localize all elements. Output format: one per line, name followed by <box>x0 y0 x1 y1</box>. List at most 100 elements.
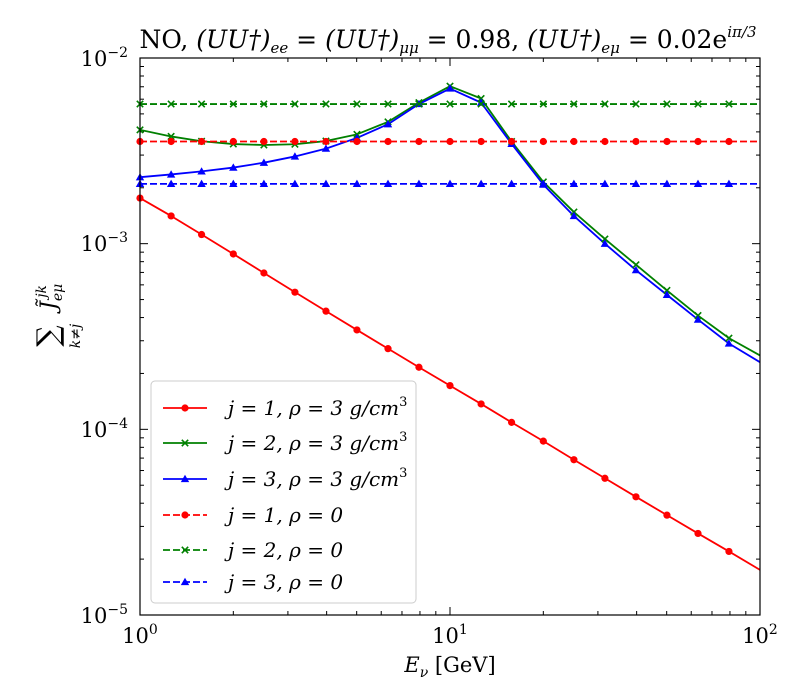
x-tick-label-1: 101 <box>432 622 468 648</box>
data-point-3-16 <box>632 137 640 146</box>
legend-label-4: j = 2, ρ = 0 <box>224 538 343 562</box>
data-point-4-2 <box>197 100 206 108</box>
data-point-1-16 <box>632 260 640 269</box>
y-axis-label: ∑ k≠j J̃eμjk <box>31 284 84 349</box>
y-tick-label-3: 10−2 <box>81 45 128 71</box>
svg-text:∑: ∑ <box>31 325 66 347</box>
data-point-5-8 <box>383 179 393 187</box>
chart-title: NO, (UU†)ee = (UU†)μμ = 0.98, (UU†)eμ = … <box>139 23 756 57</box>
data-point-2-1 <box>166 170 176 178</box>
data-point-2-18 <box>693 315 703 323</box>
data-point-0-2 <box>197 230 206 239</box>
data-point-5-2 <box>197 179 206 187</box>
data-point-2-10 <box>445 84 455 92</box>
data-point-0-14 <box>570 456 578 464</box>
data-point-0-4 <box>260 269 268 277</box>
data-point-4-5 <box>291 100 299 108</box>
data-point-3-5 <box>291 137 299 146</box>
axis-ticks <box>139 58 760 616</box>
data-point-5-3 <box>229 179 238 187</box>
data-point-5-6 <box>321 179 331 187</box>
data-point-5-15 <box>600 179 610 187</box>
data-point-5-7 <box>352 179 362 187</box>
legend-marker-0 <box>181 404 189 412</box>
data-point-3-3 <box>229 137 237 146</box>
data-point-2-16 <box>631 265 641 274</box>
data-point-4-1 <box>167 100 175 108</box>
data-point-0-13 <box>539 437 547 445</box>
x-tick-label-0: 100 <box>122 622 158 648</box>
data-point-4-10 <box>446 100 454 108</box>
data-point-4-3 <box>229 100 238 108</box>
legend-marker-2 <box>180 474 190 483</box>
legend-marker-5 <box>180 577 190 586</box>
data-point-0-7 <box>353 326 361 334</box>
y-tick-label-2: 10−3 <box>81 230 128 256</box>
data-point-0-3 <box>229 250 237 258</box>
data-point-5-9 <box>414 179 424 187</box>
data-point-3-7 <box>353 137 361 146</box>
data-point-5-16 <box>631 179 641 187</box>
data-point-0-10 <box>446 382 454 390</box>
data-point-4-7 <box>353 100 361 108</box>
legend-label-2: j = 3, ρ = 3 g/cm3 <box>224 466 407 491</box>
data-point-0-18 <box>694 529 702 538</box>
data-point-5-17 <box>662 179 672 187</box>
legend-box <box>150 380 417 604</box>
data-point-5-10 <box>445 179 455 187</box>
legend-marker-4 <box>181 546 189 554</box>
data-point-2-6 <box>321 144 331 152</box>
data-point-3-14 <box>570 137 578 146</box>
markers-layer <box>135 82 734 556</box>
data-point-5-12 <box>507 179 516 187</box>
legend-label-0: j = 1, ρ = 3 g/cm3 <box>224 395 407 420</box>
data-point-2-15 <box>600 239 610 247</box>
data-point-4-9 <box>415 100 423 108</box>
data-point-0-11 <box>477 400 485 408</box>
data-point-0-15 <box>601 474 609 482</box>
data-point-4-13 <box>539 100 548 108</box>
data-point-4-4 <box>260 100 268 108</box>
data-point-3-8 <box>384 137 392 146</box>
data-point-2-4 <box>259 158 269 166</box>
data-point-3-18 <box>694 137 702 146</box>
data-point-0-8 <box>384 345 392 353</box>
legend-label-3: j = 1, ρ = 0 <box>224 503 343 527</box>
data-point-4-16 <box>632 100 640 108</box>
data-point-1-17 <box>663 286 671 295</box>
data-point-5-11 <box>476 179 486 187</box>
data-point-2-11 <box>476 98 486 106</box>
data-point-3-6 <box>322 137 330 146</box>
data-point-2-3 <box>229 163 238 171</box>
data-point-3-1 <box>167 137 175 146</box>
data-point-4-19 <box>725 100 733 108</box>
data-point-4-15 <box>601 100 609 108</box>
data-point-5-13 <box>539 179 548 187</box>
data-point-3-2 <box>197 137 206 146</box>
data-point-1-1 <box>167 132 175 141</box>
x-tick-label-2: 102 <box>742 622 778 648</box>
data-point-5-5 <box>290 179 300 187</box>
data-point-2-8 <box>383 119 393 128</box>
data-point-0-9 <box>415 363 423 371</box>
data-point-5-19 <box>724 179 734 187</box>
data-point-3-12 <box>507 137 516 146</box>
data-point-0-16 <box>632 493 640 501</box>
y-tick-label-1: 10−4 <box>81 416 128 442</box>
data-point-0-1 <box>167 212 175 220</box>
data-point-4-6 <box>322 100 330 108</box>
data-point-1-15 <box>601 235 609 243</box>
svg-text:J̃eμjk: J̃eμjk <box>34 284 66 314</box>
data-point-4-18 <box>694 100 702 108</box>
data-point-2-5 <box>290 152 300 160</box>
legend: j = 1, ρ = 3 g/cm3 j = 2, ρ = 3 g/cm3 j … <box>150 380 417 604</box>
data-point-0-19 <box>725 547 733 556</box>
y-tick-label-0: 10−5 <box>81 602 128 628</box>
legend-label-5: j = 3, ρ = 0 <box>224 570 343 594</box>
data-point-3-4 <box>260 137 268 146</box>
data-point-3-9 <box>415 137 423 146</box>
data-point-1-19 <box>725 334 733 342</box>
data-point-5-14 <box>569 179 579 187</box>
data-point-4-17 <box>663 100 671 108</box>
